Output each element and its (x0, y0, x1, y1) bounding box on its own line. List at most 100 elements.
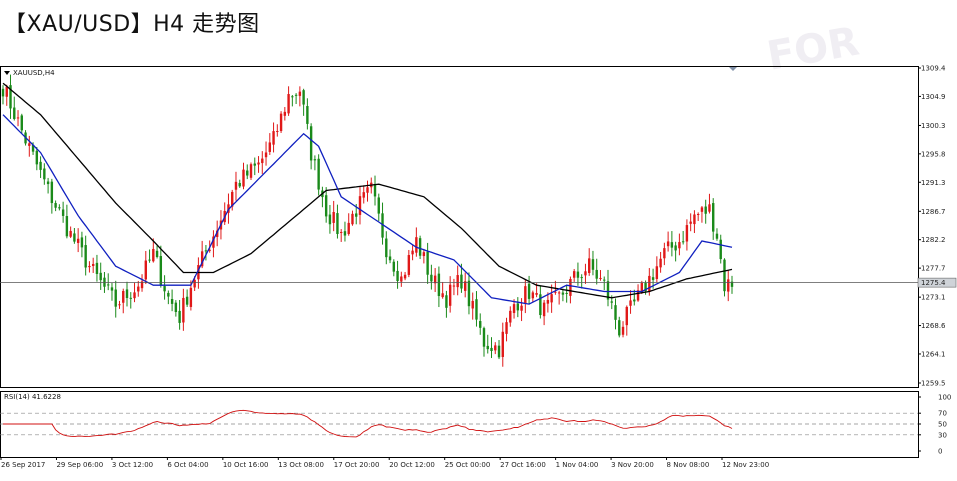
candle-body (73, 233, 76, 242)
candle-body (103, 277, 106, 287)
candle (730, 275, 734, 294)
time-tick-label: 10 Oct 16:00 (223, 461, 269, 469)
candle-body (159, 256, 163, 285)
candle (332, 200, 335, 232)
candle-body (43, 168, 46, 180)
candle-body (486, 345, 489, 350)
candle (712, 198, 715, 240)
price-tick-label: 1264.1 (921, 350, 946, 358)
time-tick-label: 25 Oct 00:00 (445, 461, 491, 469)
rsi-panel-frame (0, 391, 919, 458)
rsi-panel[interactable]: RSI(14) 41.6228 100 70 50 30 0 (0, 391, 951, 458)
rsi-label: RSI(14) 41.6228 (4, 393, 61, 401)
candle (125, 281, 129, 307)
candle-body (512, 304, 516, 313)
candle-body (700, 207, 704, 212)
candle (403, 271, 407, 281)
candle (565, 284, 568, 303)
candle-body (606, 281, 610, 300)
candle-body (411, 250, 414, 255)
candle-body (542, 302, 546, 317)
candle (39, 156, 42, 178)
current-price-badge (917, 277, 957, 288)
candle-body (471, 300, 474, 309)
candle-body (238, 182, 241, 187)
candle-body (302, 90, 305, 105)
candle (471, 292, 474, 320)
candle-body (621, 326, 625, 335)
candle-body (189, 287, 193, 307)
candle-body (565, 292, 568, 294)
candle (50, 178, 54, 214)
candle-body (69, 230, 72, 237)
candle-body (727, 279, 730, 292)
candle-body (599, 277, 602, 279)
candle-body (584, 271, 587, 276)
candle-body (9, 85, 12, 109)
candle (366, 180, 369, 202)
candle (324, 187, 328, 223)
time-tick-label: 26 Sep 2017 (1, 461, 45, 469)
candle-body (20, 115, 23, 131)
candle-body (550, 294, 553, 303)
candle (174, 300, 178, 317)
candle-body (426, 251, 429, 275)
candle-body (80, 237, 84, 248)
candle-body (114, 289, 117, 307)
candle-body (65, 216, 69, 237)
candle-body (400, 276, 403, 282)
candle-body (591, 259, 595, 270)
candle-body (167, 292, 170, 297)
candle-body (501, 331, 504, 357)
rsi-tick-label: 0 (938, 448, 942, 456)
candle-body (110, 287, 114, 291)
candle-body (448, 284, 452, 306)
ma-fast-line (2, 114, 733, 305)
candle-body (54, 202, 57, 208)
candle (148, 249, 151, 263)
candle-body (441, 293, 444, 298)
candle (415, 227, 418, 257)
candle-body (479, 321, 482, 328)
candle-body (324, 195, 328, 217)
candle-body (268, 142, 271, 152)
candle (606, 269, 610, 307)
candle-body (557, 292, 561, 294)
candle-body (520, 305, 523, 311)
time-tick-label: 20 Oct 12:00 (389, 461, 435, 469)
candle-body (208, 249, 211, 251)
ma-slow-line (2, 82, 733, 299)
price-tick-label: 1277.7 (921, 265, 946, 273)
candle (298, 86, 302, 107)
candle (467, 272, 471, 315)
price-panel[interactable]: 1309.4 1304.9 1300.3 1295.8 1291.3 1286.7 1282… (0, 65, 957, 388)
candle-body (467, 280, 471, 307)
candle (35, 147, 39, 171)
price-panel-frame (0, 66, 919, 388)
candle (501, 322, 504, 367)
candle (159, 245, 163, 288)
price-tick-label: 1282.2 (921, 236, 946, 244)
candle (1, 85, 5, 105)
candle-body (193, 279, 196, 288)
candle-body (355, 213, 358, 217)
candle (527, 275, 531, 305)
candle-body (31, 144, 35, 152)
candle-body (640, 283, 644, 293)
candle (114, 280, 117, 318)
candle (505, 317, 508, 342)
candle-body (84, 245, 87, 268)
chart-shift-icon (729, 67, 737, 71)
candle (80, 231, 84, 258)
candle-body (693, 214, 696, 225)
candle (358, 186, 362, 225)
candle (253, 157, 256, 176)
candle (392, 259, 396, 277)
candle-body (107, 284, 110, 286)
candle (129, 292, 132, 309)
candle (700, 205, 704, 223)
time-tick-label: 29 Sep 06:00 (56, 461, 103, 469)
candle-body (595, 269, 598, 279)
candle (69, 226, 72, 239)
